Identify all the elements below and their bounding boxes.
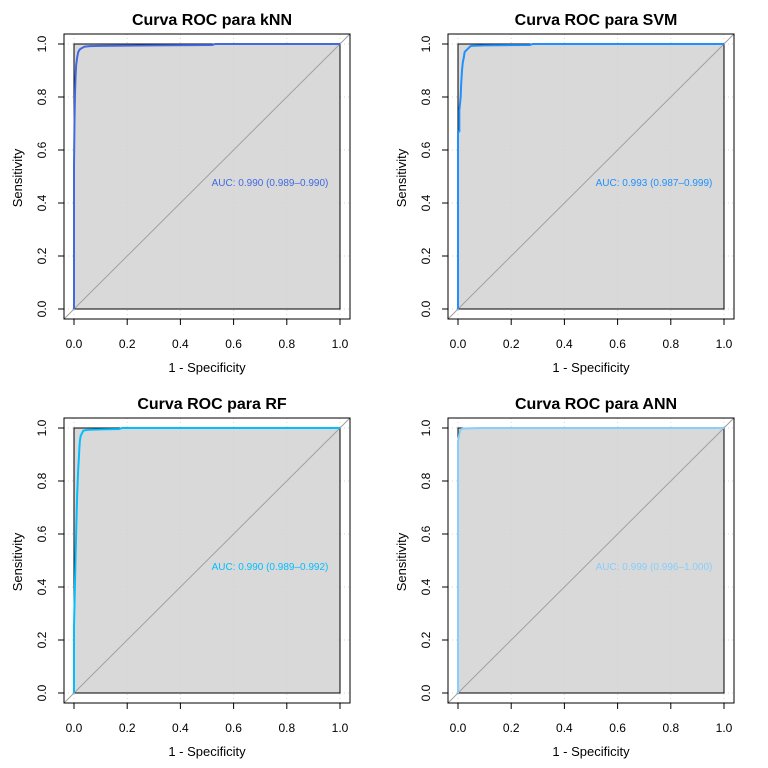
x-tick-label: 0.0 [450,337,467,351]
y-tick-label: 1.0 [419,419,433,436]
x-tick-label: 1.0 [716,721,733,735]
y-tick-label: 0.2 [35,247,49,264]
y-axis-label: Sensitivity [10,148,25,207]
y-tick-label: 0.8 [35,472,49,489]
y-tick-label: 0.6 [419,525,433,542]
x-axis-label: 1 - Specificity [168,360,246,375]
plot-outer-box [447,417,735,704]
panel-knn: 0.0 0.2 0.4 0.6 0.8 1.0 0.0 0.2 0.4 0.6 0.8 1.0 Cur… [10,12,351,375]
y-tick-label: 0.8 [419,88,433,105]
x-tick-label: 0.0 [66,721,83,735]
x-tick-label: 0.8 [662,721,679,735]
x-tick-label: 0.8 [278,721,295,735]
roc-curve-line [457,43,724,309]
x-tick-label: 0.8 [662,337,679,351]
x-tick-label: 0.2 [119,337,136,351]
y-tick-label: 0.8 [419,472,433,489]
y-tick-label: 0.2 [35,631,49,648]
y-tick-label: 0.4 [419,194,433,211]
auc-label: AUC: 0.993 (0.987–0.999) [596,178,713,189]
y-tick-label: 0.4 [35,578,49,595]
x-tick-label: 0.6 [225,337,242,351]
panel-svm: 0.0 0.2 0.4 0.6 0.8 1.0 0.0 0.2 0.4 0.6 0.8 1.0 Cur… [394,12,735,375]
x-tick-label: 1.0 [716,337,733,351]
plot-layer: 0.0 0.2 0.4 0.6 0.8 1.0 0.0 0.2 0.4 0.6 0.8 1.0 [419,33,735,351]
x-tick-label: 0.4 [556,721,573,735]
x-tick-label: 0.6 [609,721,626,735]
x-tick-label: 0.4 [172,337,189,351]
y-tick-label: 0.0 [419,300,433,317]
x-tick-label: 0.8 [278,337,295,351]
diagonal-reference-line [447,33,735,320]
y-tick-label: 0.4 [419,578,433,595]
diagonal-reference-line [63,33,351,320]
diagonal-reference-line [447,417,735,704]
x-tick-label: 0.2 [119,721,136,735]
y-tick-label: 0.0 [35,300,49,317]
y-tick-label: 0.0 [419,684,433,701]
panel-rf: 0.0 0.2 0.4 0.6 0.8 1.0 0.0 0.2 0.4 0.6 0.8 1.0 Cur… [10,396,351,759]
y-tick-label: 0.0 [35,684,49,701]
x-axis-label: 1 - Specificity [552,360,630,375]
chart-title: Curva ROC para SVM [515,12,678,29]
chart-title: Curva ROC para ANN [515,396,677,413]
y-tick-label: 0.6 [35,525,49,542]
x-tick-label: 0.2 [503,721,520,735]
y-tick-label: 0.6 [419,141,433,158]
roc-curve-line [73,43,340,309]
x-axis-label: 1 - Specificity [552,744,630,759]
x-axis-label: 1 - Specificity [168,744,246,759]
plot-layer: 0.0 0.2 0.4 0.6 0.8 1.0 0.0 0.2 0.4 0.6 0.8 1.0 [35,417,351,735]
auc-label: AUC: 0.999 (0.996–1.000) [596,562,713,573]
y-tick-label: 0.2 [419,631,433,648]
panel-ann: 0.0 0.2 0.4 0.6 0.8 1.0 0.0 0.2 0.4 0.6 0.8 1.0 Cur… [394,396,735,759]
plot-outer-box [63,417,351,704]
roc-curve-line [457,427,724,693]
y-axis-label: Sensitivity [394,148,409,207]
y-tick-label: 0.4 [35,194,49,211]
roc-curve-line [73,427,340,693]
plot-layer: 0.0 0.2 0.4 0.6 0.8 1.0 0.0 0.2 0.4 0.6 0.8 1.0 [35,33,351,351]
chart-title: Curva ROC para kNN [132,12,292,29]
chart-title: Curva ROC para RF [137,396,287,413]
x-tick-label: 0.6 [225,721,242,735]
x-tick-label: 0.4 [556,337,573,351]
plot-layer: 0.0 0.2 0.4 0.6 0.8 1.0 0.0 0.2 0.4 0.6 0.8 1.0 [419,417,735,735]
y-tick-label: 0.2 [419,247,433,264]
y-axis-label: Sensitivity [394,532,409,591]
y-tick-label: 0.8 [35,88,49,105]
x-tick-label: 0.0 [450,721,467,735]
auc-label: AUC: 0.990 (0.989–0.992) [212,562,329,573]
y-axis-label: Sensitivity [10,532,25,591]
y-tick-label: 1.0 [419,35,433,52]
y-tick-label: 1.0 [35,35,49,52]
x-tick-label: 0.0 [66,337,83,351]
plot-outer-box [63,33,351,320]
diagonal-reference-line [63,417,351,704]
y-tick-label: 1.0 [35,419,49,436]
x-tick-label: 0.2 [503,337,520,351]
plot-outer-box [447,33,735,320]
x-tick-label: 0.6 [609,337,626,351]
x-tick-label: 1.0 [332,721,349,735]
x-tick-label: 1.0 [332,337,349,351]
y-tick-label: 0.6 [35,141,49,158]
x-tick-label: 0.4 [172,721,189,735]
auc-label: AUC: 0.990 (0.989–0.990) [212,178,329,189]
